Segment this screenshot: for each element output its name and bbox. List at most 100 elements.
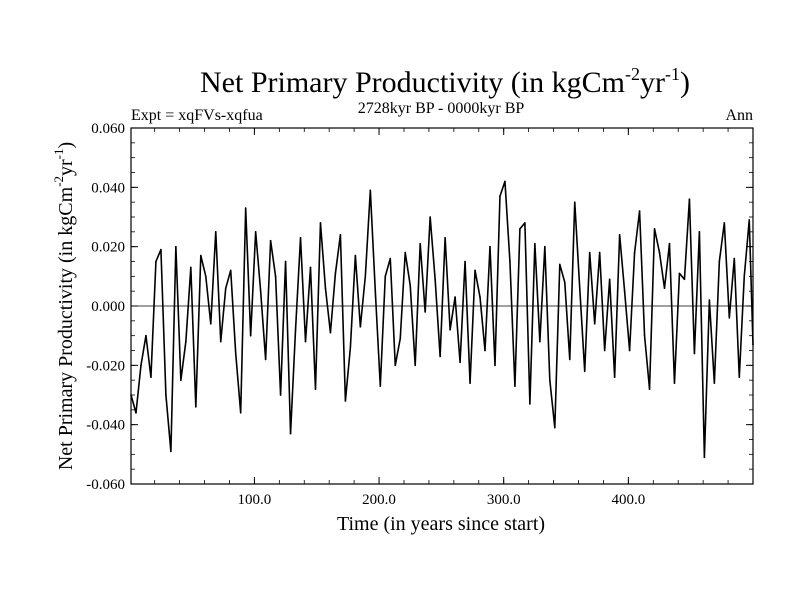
plot-frame (130, 127, 754, 485)
data-point (638, 210, 641, 212)
data-point (414, 364, 417, 367)
data-point (165, 394, 167, 396)
x-tick-label: 300.0 (487, 492, 521, 508)
data-point (454, 296, 456, 298)
data-point (703, 456, 706, 459)
data-point (608, 278, 611, 281)
data-point (618, 234, 621, 236)
data-point (469, 382, 471, 384)
data-point (588, 251, 591, 254)
data-point (239, 412, 242, 414)
data-point (539, 340, 541, 343)
data-point (524, 222, 526, 224)
chart-title: Net Primary Productivity (in kgCm-2yr-1) (200, 64, 690, 99)
data-point (229, 269, 232, 272)
data-point (568, 358, 571, 361)
y-tick-label: -0.060 (86, 477, 125, 493)
data-point (274, 275, 277, 278)
data-point (279, 394, 282, 396)
data-point (708, 299, 711, 301)
data-point (658, 251, 661, 254)
data-point (558, 263, 561, 266)
season-label: Ann (725, 107, 753, 124)
data-point (429, 216, 431, 218)
data-point (688, 198, 691, 200)
data-point (244, 207, 247, 209)
chart-title-sup1: -2 (625, 64, 640, 84)
data-point (200, 254, 202, 257)
data-point (603, 349, 606, 352)
data-point (160, 248, 162, 251)
y-label-mid: yr (55, 159, 77, 176)
data-point (309, 266, 312, 269)
data-point (748, 219, 751, 221)
y-tick-label: -0.040 (86, 418, 125, 434)
data-point (668, 242, 671, 245)
data-point (185, 340, 187, 343)
data-point (404, 251, 407, 254)
y-tick-label: 0.000 (91, 299, 125, 315)
data-point (698, 231, 701, 233)
data-point (514, 385, 516, 387)
data-point (140, 364, 142, 367)
data-point (374, 290, 377, 292)
data-point (643, 334, 646, 337)
data-point (289, 432, 292, 435)
data-point (474, 269, 476, 272)
data-point (728, 317, 731, 319)
y-tick-label: 0.060 (91, 121, 125, 137)
data-point (384, 275, 387, 278)
data-point (663, 287, 666, 290)
data-point (459, 361, 461, 364)
data-point (449, 328, 451, 331)
data-point (678, 272, 681, 275)
data-point (673, 382, 676, 384)
series-line (130, 180, 754, 459)
y-label-main: Net Primary Productivity (in kgCm (55, 186, 77, 470)
data-point (364, 275, 367, 278)
data-point (284, 260, 287, 263)
data-point (234, 352, 237, 355)
data-point (150, 376, 152, 379)
data-point (484, 349, 486, 352)
data-point (439, 355, 441, 358)
data-point (434, 278, 436, 281)
data-point (399, 337, 402, 340)
data-point (554, 426, 556, 429)
data-point (329, 331, 332, 334)
data-point (549, 379, 551, 381)
data-point (359, 325, 362, 328)
data-point (494, 364, 496, 367)
data-point (509, 260, 511, 263)
y-tick-label: 0.020 (91, 240, 125, 256)
y-label-sup2: -1 (51, 149, 66, 160)
data-point (314, 388, 317, 390)
data-point (593, 323, 596, 325)
y-label-end: ) (55, 142, 77, 149)
data-point (175, 245, 177, 248)
data-point (519, 228, 521, 230)
data-point (180, 379, 182, 381)
data-point (135, 412, 137, 414)
x-axis-label: Time (in years since start) (337, 513, 545, 535)
y-axis-label: Net Primary Productivity (in kgCm-2yr-1) (51, 142, 77, 470)
data-point (743, 275, 746, 278)
data-point (324, 287, 327, 290)
data-point (379, 385, 382, 387)
data-point (544, 245, 546, 248)
y-label-sup1: -2 (51, 176, 66, 187)
data-point (444, 236, 446, 239)
data-point (190, 266, 192, 269)
data-point (195, 406, 197, 408)
data-point (294, 328, 297, 331)
data-point (693, 352, 696, 355)
data-point (369, 189, 372, 192)
x-tick-label: 100.0 (238, 492, 272, 508)
data-point (529, 403, 531, 405)
x-tick-label: 200.0 (362, 492, 396, 508)
data-point (334, 272, 337, 275)
data-point (578, 287, 581, 290)
data-point (534, 242, 536, 245)
data-point (623, 290, 626, 292)
